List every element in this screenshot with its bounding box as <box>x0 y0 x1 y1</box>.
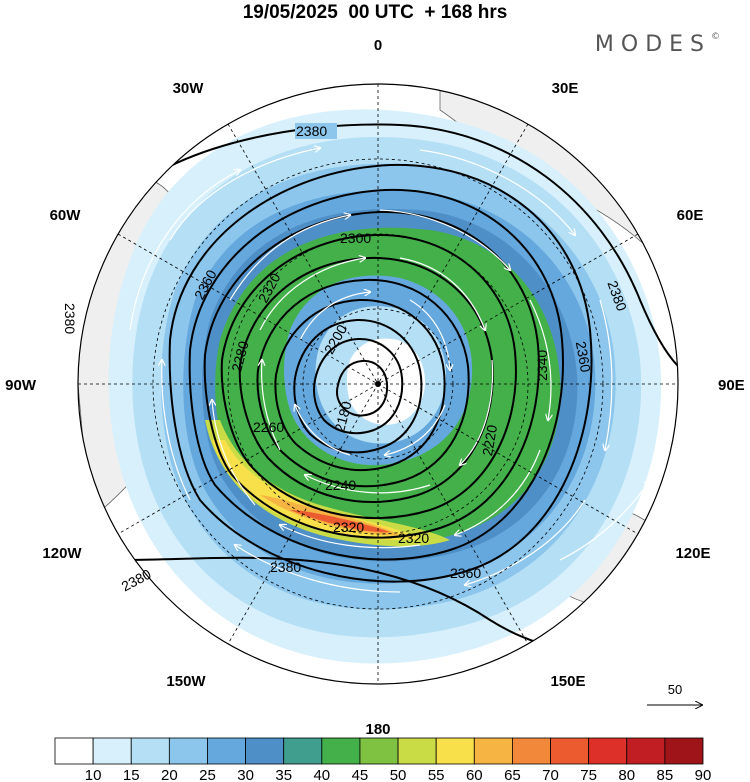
lon-label-30w: 30W <box>173 80 205 97</box>
contour-label: 2360 <box>450 565 481 581</box>
colorbar-tick-label: 25 <box>199 767 216 782</box>
colorbar-tick-label: 20 <box>161 767 178 782</box>
contour-label: 2380 <box>296 123 327 139</box>
contour-2360 <box>168 163 593 583</box>
contour-label: 2280 <box>228 339 252 373</box>
colorbar-swatch <box>550 737 590 765</box>
contour-label: 2320 <box>333 519 364 535</box>
colorbar-swatch <box>207 737 246 765</box>
contour-2240 <box>274 298 446 472</box>
lon-label-60e: 60E <box>677 207 704 224</box>
contour-label: 2320 <box>398 530 429 546</box>
wind-reference-label: 50 <box>668 682 682 697</box>
lon-label-150e: 150E <box>550 673 585 690</box>
colorbar-tick-label: 90 <box>695 767 712 782</box>
brand-mark: © <box>711 32 720 42</box>
map-disc <box>78 84 678 684</box>
contour-2380 <box>109 123 678 383</box>
colorbar-swatch <box>245 737 285 765</box>
colorbar-swatch <box>664 737 704 765</box>
contour-label: 2380 <box>270 559 301 575</box>
colorbar-swatch <box>168 737 208 765</box>
wind-speed-shading <box>108 109 662 664</box>
colorbar-tick-label: 15 <box>123 767 140 782</box>
colorbar-swatch <box>435 737 475 765</box>
contour-label: 2260 <box>253 419 284 435</box>
contour-2220 <box>293 318 423 454</box>
contour-2260 <box>256 278 470 488</box>
longitude-labels: 0 30E 60E 90E 120E 150E 180 150W 120W 90… <box>5 37 745 738</box>
brand-logo: MODES© <box>595 32 720 57</box>
colorbar-tick-label: 55 <box>428 767 445 782</box>
colorbar-swatch <box>321 737 361 765</box>
wind-streamlines <box>129 148 650 593</box>
colorbar-tick-label: 35 <box>275 767 292 782</box>
brand-name: MODES <box>594 32 711 57</box>
colorbar-swatch <box>92 737 132 765</box>
colorbar-swatch <box>626 737 666 765</box>
colorbar-tick-label: 50 <box>390 767 407 782</box>
colorbar-tick-label: 70 <box>542 767 559 782</box>
lon-label-150w: 150W <box>166 673 206 690</box>
colorbar-swatch <box>130 737 170 765</box>
colorbar-swatch <box>397 737 437 765</box>
colorbar-tick-label: 75 <box>580 767 597 782</box>
contour-label: 2240 <box>325 477 356 493</box>
lon-label-120w: 120W <box>42 545 82 562</box>
lon-label-90e: 90E <box>718 377 745 394</box>
pole-marker <box>375 381 381 387</box>
colorbar-swatch <box>512 737 551 765</box>
colorbar-tick-label: 60 <box>466 767 483 782</box>
contour-2180 <box>336 359 389 417</box>
contour-label: 2340 <box>534 350 550 381</box>
lon-label-180: 180 <box>365 721 390 738</box>
lon-label-120e: 120E <box>675 545 710 562</box>
contour-2340 <box>188 188 564 561</box>
colorbar-tick-label: 85 <box>657 767 674 782</box>
colorbar-tick-label: 80 <box>618 767 635 782</box>
lon-label-90w: 90W <box>5 377 37 394</box>
colorbar-swatch <box>588 737 628 765</box>
colorbar-tick-label: 65 <box>504 767 521 782</box>
colorbar-swatch <box>473 737 513 765</box>
colorbar-tick-label: 45 <box>352 767 369 782</box>
contour-2200 <box>313 337 404 435</box>
contour-label: 2380 <box>62 303 78 334</box>
colorbar-swatch <box>54 737 94 765</box>
wind-reference: 50 <box>647 682 702 705</box>
lon-label-60w: 60W <box>50 207 82 224</box>
contour-label: 2180 <box>331 399 355 433</box>
contour-label: 2220 <box>479 423 500 457</box>
contour-label: 2360 <box>573 340 594 374</box>
shade-70 <box>290 510 390 533</box>
colorbar: 10 15 20 25 30 35 40 45 50 55 60 65 70 75 80 85 90 <box>54 737 712 782</box>
colorbar-tick-label: 40 <box>313 767 330 782</box>
map-border <box>77 83 679 685</box>
lon-label-0: 0 <box>374 37 382 54</box>
chart-title: 19/05/2025 00 UTC + 168 hrs <box>242 2 508 23</box>
colorbar-swatch <box>359 737 399 765</box>
colorbar-tick-label: 10 <box>85 767 102 782</box>
lon-label-30e: 30E <box>552 80 579 97</box>
colorbar-swatch <box>283 737 323 765</box>
colorbar-tick-label: 30 <box>237 767 254 782</box>
contour-label: 2300 <box>340 230 371 246</box>
